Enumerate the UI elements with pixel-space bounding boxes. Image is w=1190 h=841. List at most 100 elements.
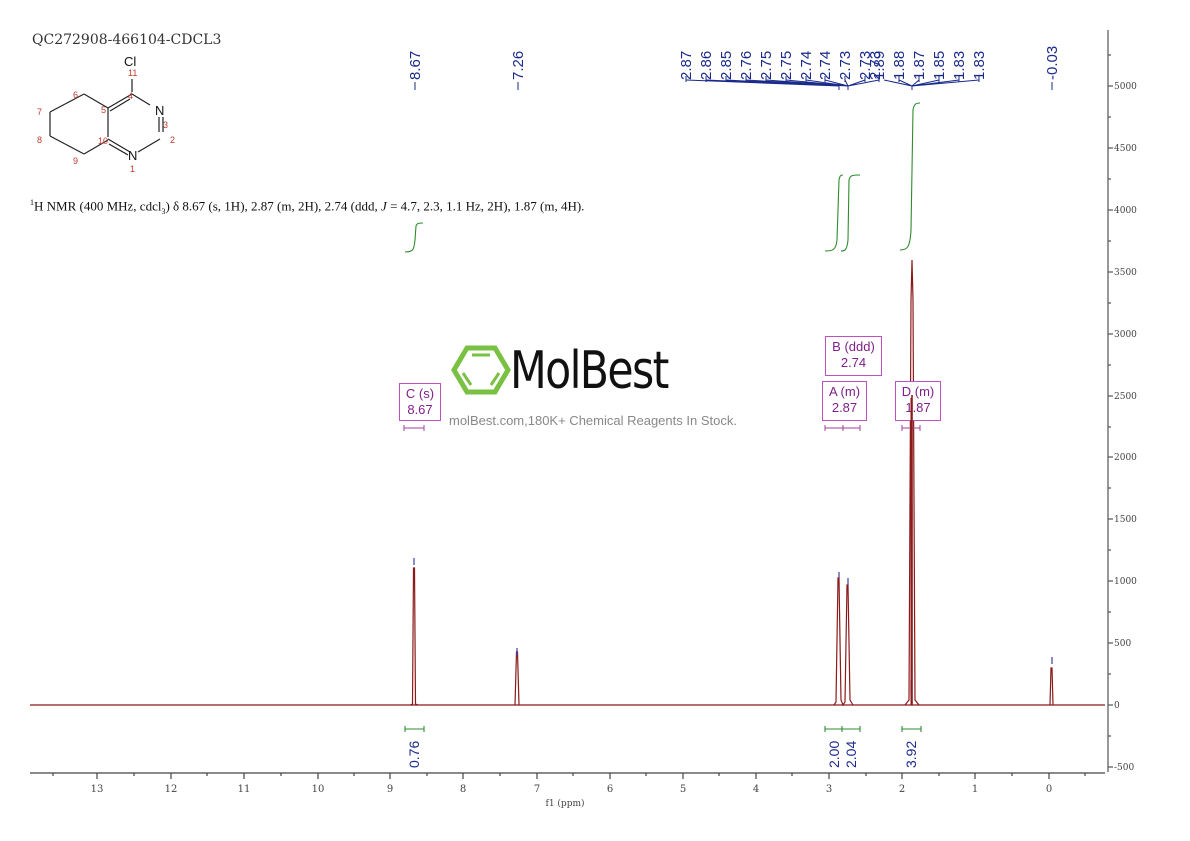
y-tick-5000: 5000: [1114, 82, 1137, 92]
peak-label: 1.83: [971, 51, 988, 80]
peak-tip-markers: [413, 505, 1053, 695]
nmr-description: 1H NMR (400 MHz, cdcl3) δ 8.67 (s, 1H), …: [30, 194, 590, 220]
y-tick-1500: 1500: [1114, 515, 1137, 525]
x-axis-label: f1 (ppm): [546, 798, 585, 809]
multiplet-box-c: C (s) 8.67: [399, 383, 441, 421]
watermark-tagline: molBest.com,180K+ Chemical Reagents In S…: [449, 413, 737, 428]
x-tick-3: 3: [826, 784, 832, 795]
multiplet-shift: 1.87: [905, 400, 931, 415]
peak-label: 2.74: [817, 51, 834, 80]
peak-label: 1.85: [931, 51, 948, 80]
peak-label: 2.76: [738, 51, 755, 80]
peak-label: 2.75: [778, 51, 795, 80]
peak-label: 1.87: [911, 51, 928, 80]
integral-value: 2.00: [826, 741, 842, 768]
peak-label: 2.75: [758, 51, 775, 80]
x-tick-1: 1: [972, 784, 978, 795]
x-tick-labels: 13 12 11 10 9 8 7 6 5 4 3 2 1 0 f1 (ppm): [91, 784, 1053, 809]
desc-part-c: = 4.7, 2.3, 1.1 Hz, 2H), 1.87 (m, 4H).: [386, 198, 585, 214]
atom-number-8: 8: [37, 135, 42, 145]
peak-label: 2.74: [798, 51, 815, 80]
y-tick-labels: 5000 4500 4000 3500 3000 2500 2000 1500 …: [1114, 82, 1137, 773]
desc-subscript: 3: [161, 206, 166, 216]
y-tick-2500: 2500: [1114, 392, 1137, 402]
x-tick-8: 8: [460, 784, 466, 795]
molbest-wordmark: MolBest: [510, 341, 669, 401]
atom-number-1: 1: [130, 164, 135, 174]
x-tick-10: 10: [312, 784, 325, 795]
y-tick-500: 500: [1114, 639, 1131, 649]
multiplet-label: A (m): [828, 384, 861, 399]
multiplet-box-d: D (m) 1.87: [895, 381, 941, 421]
spectrum-trace: [30, 259, 1105, 707]
integral-value: 0.76: [406, 741, 422, 768]
x-axis: [30, 772, 1105, 779]
atom-number-10: 10: [98, 136, 108, 146]
x-tick-7: 7: [534, 784, 540, 795]
integral-values: 0.76 2.00 2.04 3.92: [406, 741, 919, 768]
peak-label: 2.86: [698, 51, 715, 80]
x-tick-2: 2: [899, 784, 905, 795]
peak-label: 2.73: [867, 51, 884, 80]
desc-part-b: ) δ 8.67 (s, 1H), 2.87 (m, 2H), 2.74 (dd…: [165, 198, 382, 214]
nitrogen-3-label: N: [155, 103, 164, 118]
peak-label: 1.83: [951, 51, 968, 80]
multiplet-shift: 8.67: [407, 402, 433, 417]
x-tick-5: 5: [680, 784, 686, 795]
desc-part-a: H NMR (400 MHz, cdcl: [34, 198, 162, 214]
x-tick-13: 13: [91, 784, 104, 795]
y-tick-3000: 3000: [1114, 330, 1137, 340]
integral-value: 2.04: [843, 741, 859, 768]
atom-number-2: 2: [170, 135, 175, 145]
integral-brackets: [404, 726, 922, 732]
multiplet-label: B (ddd): [832, 339, 875, 354]
chemical-structure: Cl N N 1 2 3 4 5 6 7 8 9 10 11: [37, 54, 175, 174]
peak-label: -0.03: [1044, 46, 1061, 80]
integral-value: 3.92: [903, 741, 919, 768]
peak-label: 8.67: [407, 51, 424, 80]
peak-label: 1.89: [871, 51, 888, 80]
x-tick-4: 4: [753, 784, 759, 795]
y-tick-4500: 4500: [1114, 144, 1137, 154]
integral-curves: [404, 102, 921, 253]
nucleus-superscript: 1: [30, 198, 34, 207]
x-tick-6: 6: [607, 784, 613, 795]
y-tick-3500: 3500: [1114, 268, 1137, 278]
atom-number-6: 6: [73, 90, 78, 100]
multiplet-box-a: A (m) 2.87: [822, 381, 867, 421]
multiplet-range-bars: [403, 425, 921, 431]
j-label: J: [381, 198, 387, 214]
y-tick-2000: 2000: [1114, 453, 1137, 463]
atom-number-7: 7: [37, 107, 42, 117]
y-axis: [1107, 30, 1113, 772]
y-tick-0: 0: [1114, 701, 1120, 711]
x-tick-9: 9: [387, 784, 393, 795]
atom-number-11: 11: [128, 68, 137, 78]
molbest-logo-icon: [451, 345, 511, 395]
y-tick-neg500: -500: [1114, 763, 1134, 773]
multiplet-shift: 2.87: [831, 400, 858, 415]
x-tick-0: 0: [1046, 784, 1052, 795]
multiplet-box-b: B (ddd) 2.74: [825, 336, 882, 376]
x-tick-11: 11: [238, 784, 251, 795]
peak-label: 2.87: [678, 51, 695, 80]
multiplet-shift: 2.74: [840, 355, 867, 370]
x-tick-12: 12: [165, 784, 178, 795]
peak-label: 7.26: [510, 51, 527, 80]
atom-number-3: 3: [163, 120, 168, 130]
multiplet-label: D (m): [901, 384, 935, 399]
peak-label: 2.73: [837, 51, 854, 80]
peak-labels: 8.67 7.26 2.87 2.86 2.85 2.76 2.75 2.75 …: [407, 46, 1061, 80]
sample-id: QC272908-466104-CDCL3: [32, 32, 222, 48]
multiplet-label: C (s): [405, 386, 435, 401]
atom-number-5: 5: [101, 105, 106, 115]
y-tick-4000: 4000: [1114, 206, 1137, 216]
chlorine-label: Cl: [124, 54, 136, 69]
peak-label: 2.85: [718, 51, 735, 80]
nitrogen-1-label: N: [128, 148, 137, 163]
peak-label: 2.73: [857, 51, 874, 80]
atom-number-9: 9: [73, 156, 78, 166]
y-tick-1000: 1000: [1114, 577, 1137, 587]
peak-label: 1.88: [891, 51, 908, 80]
